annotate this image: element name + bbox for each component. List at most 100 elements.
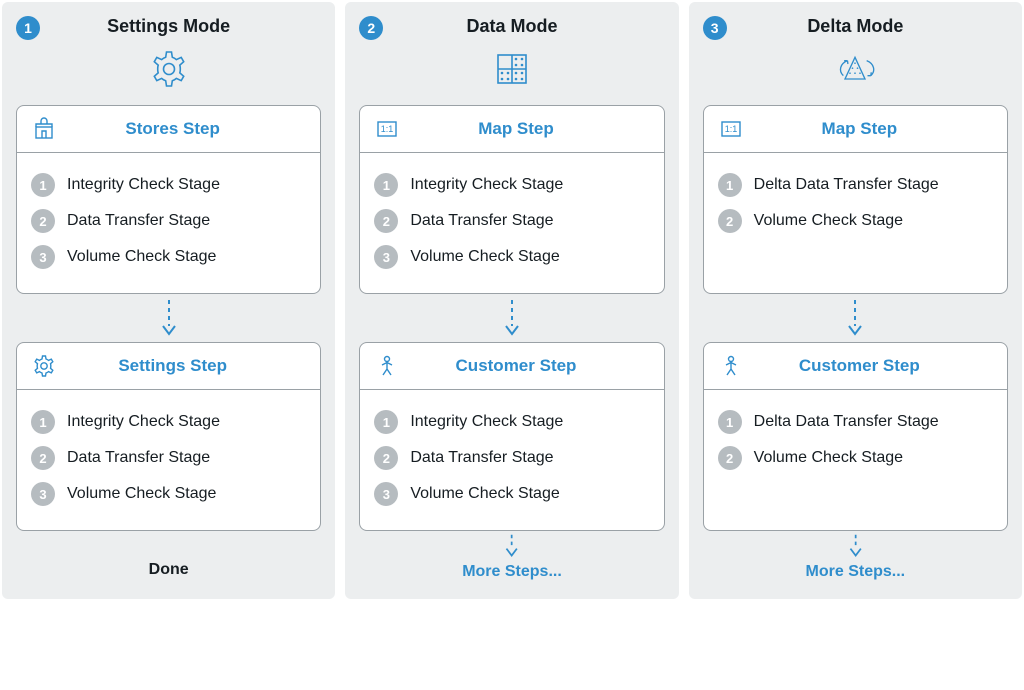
stage-row: 1 Integrity Check Stage (374, 167, 649, 203)
stage-label: Volume Check Stage (410, 485, 559, 503)
stage-label: Data Transfer Stage (67, 212, 210, 230)
footer-done: Done (149, 561, 189, 579)
stage-row: 2 Data Transfer Stage (374, 440, 649, 476)
step-body: 1 Delta Data Transfer Stage 2 Volume Che… (704, 153, 1007, 293)
stage-row: 1 Integrity Check Stage (374, 404, 649, 440)
stage-number: 3 (31, 245, 55, 269)
stage-label: Data Transfer Stage (410, 212, 553, 230)
stage-number: 1 (31, 173, 55, 197)
map-icon: 1:1 (374, 116, 400, 142)
stage-number: 2 (718, 209, 742, 233)
stage-row: 3 Volume Check Stage (31, 476, 306, 512)
footer-more-steps: More Steps... (359, 563, 664, 581)
stage-number: 2 (718, 446, 742, 470)
step-header: 1:1 Map Step (704, 106, 1007, 153)
stage-label: Volume Check Stage (754, 212, 903, 230)
column-header: 3 Delta Mode (703, 14, 1008, 91)
stage-row: 2 Data Transfer Stage (31, 440, 306, 476)
svg-text:1:1: 1:1 (381, 124, 394, 134)
stage-row: 1 Delta Data Transfer Stage (718, 167, 993, 203)
store-icon (31, 116, 57, 142)
step-card-map: 1:1 Map Step 1 Integrity Check Stage 2 D… (359, 105, 664, 294)
stage-row: 3 Volume Check Stage (31, 239, 306, 275)
step-title: Map Step (752, 119, 967, 139)
stage-row: 2 Volume Check Stage (718, 440, 993, 476)
grid-icon (490, 47, 534, 91)
step-title: Customer Step (408, 356, 623, 376)
column-settings-mode: 1 Settings Mode Stores (2, 2, 335, 599)
stage-number: 1 (718, 173, 742, 197)
step-card-settings: Settings Step 1 Integrity Check Stage 2 … (16, 342, 321, 531)
person-icon (374, 353, 400, 379)
svg-text:1:1: 1:1 (724, 124, 737, 134)
step-card-map: 1:1 Map Step 1 Delta Data Transfer Stage… (703, 105, 1008, 294)
step-body: 1 Integrity Check Stage 2 Data Transfer … (17, 390, 320, 530)
stage-label: Integrity Check Stage (410, 176, 563, 194)
stage-row: 2 Data Transfer Stage (31, 203, 306, 239)
column-badge: 3 (703, 16, 727, 40)
step-card-customer: Customer Step 1 Integrity Check Stage 2 … (359, 342, 664, 531)
footer-more-steps: More Steps... (703, 563, 1008, 581)
step-body: 1 Integrity Check Stage 2 Data Transfer … (360, 153, 663, 293)
stage-row: 3 Volume Check Stage (374, 239, 649, 275)
column-title: Delta Mode (807, 16, 903, 37)
stage-label: Data Transfer Stage (67, 449, 210, 467)
column-badge: 1 (16, 16, 40, 40)
stage-label: Integrity Check Stage (67, 176, 220, 194)
column-title: Data Mode (466, 16, 557, 37)
stage-row: 1 Integrity Check Stage (31, 167, 306, 203)
stage-label: Volume Check Stage (67, 485, 216, 503)
step-header: Stores Step (17, 106, 320, 153)
stage-row: 1 Integrity Check Stage (31, 404, 306, 440)
column-delta-mode: 3 Delta Mode (689, 2, 1022, 599)
step-card-customer: Customer Step 1 Delta Data Transfer Stag… (703, 342, 1008, 531)
step-title: Settings Step (65, 356, 280, 376)
step-title: Customer Step (752, 356, 967, 376)
delta-icon (833, 47, 877, 91)
stage-number: 2 (374, 446, 398, 470)
stage-label: Delta Data Transfer Stage (754, 413, 939, 431)
columns-container: 1 Settings Mode Stores (0, 0, 1024, 601)
step-card-stores: Stores Step 1 Integrity Check Stage 2 Da… (16, 105, 321, 294)
stage-label: Volume Check Stage (67, 248, 216, 266)
column-title: Settings Mode (107, 16, 230, 37)
stage-number: 3 (31, 482, 55, 506)
stage-row: 2 Data Transfer Stage (374, 203, 649, 239)
stage-number: 1 (31, 410, 55, 434)
stage-number: 3 (374, 245, 398, 269)
step-header: Customer Step (704, 343, 1007, 390)
gear-icon (147, 47, 191, 91)
step-header: Customer Step (360, 343, 663, 390)
gear-small-icon (31, 353, 57, 379)
stage-label: Delta Data Transfer Stage (754, 176, 939, 194)
column-data-mode: 2 Data Mode (345, 2, 678, 599)
step-body: 1 Integrity Check Stage 2 Data Transfer … (17, 153, 320, 293)
stage-label: Data Transfer Stage (410, 449, 553, 467)
stage-number: 2 (31, 209, 55, 233)
stage-row: 2 Volume Check Stage (718, 203, 993, 239)
step-header: Settings Step (17, 343, 320, 390)
step-body: 1 Integrity Check Stage 2 Data Transfer … (360, 390, 663, 530)
step-body: 1 Delta Data Transfer Stage 2 Volume Che… (704, 390, 1007, 530)
arrow-down-icon (703, 531, 1008, 561)
stage-label: Volume Check Stage (754, 449, 903, 467)
stage-label: Integrity Check Stage (410, 413, 563, 431)
stage-label: Volume Check Stage (410, 248, 559, 266)
map-icon: 1:1 (718, 116, 744, 142)
stage-number: 3 (374, 482, 398, 506)
stage-label: Integrity Check Stage (67, 413, 220, 431)
stage-number: 2 (31, 446, 55, 470)
arrow-down-icon (359, 294, 664, 342)
stage-row: 3 Volume Check Stage (374, 476, 649, 512)
arrow-down-icon (16, 294, 321, 342)
stage-number: 1 (374, 173, 398, 197)
stage-number: 1 (718, 410, 742, 434)
stage-number: 2 (374, 209, 398, 233)
arrow-down-icon (703, 294, 1008, 342)
column-header: 2 Data Mode (359, 14, 664, 91)
step-title: Map Step (408, 119, 623, 139)
arrow-down-icon (359, 531, 664, 561)
column-badge: 2 (359, 16, 383, 40)
stage-row: 1 Delta Data Transfer Stage (718, 404, 993, 440)
step-header: 1:1 Map Step (360, 106, 663, 153)
